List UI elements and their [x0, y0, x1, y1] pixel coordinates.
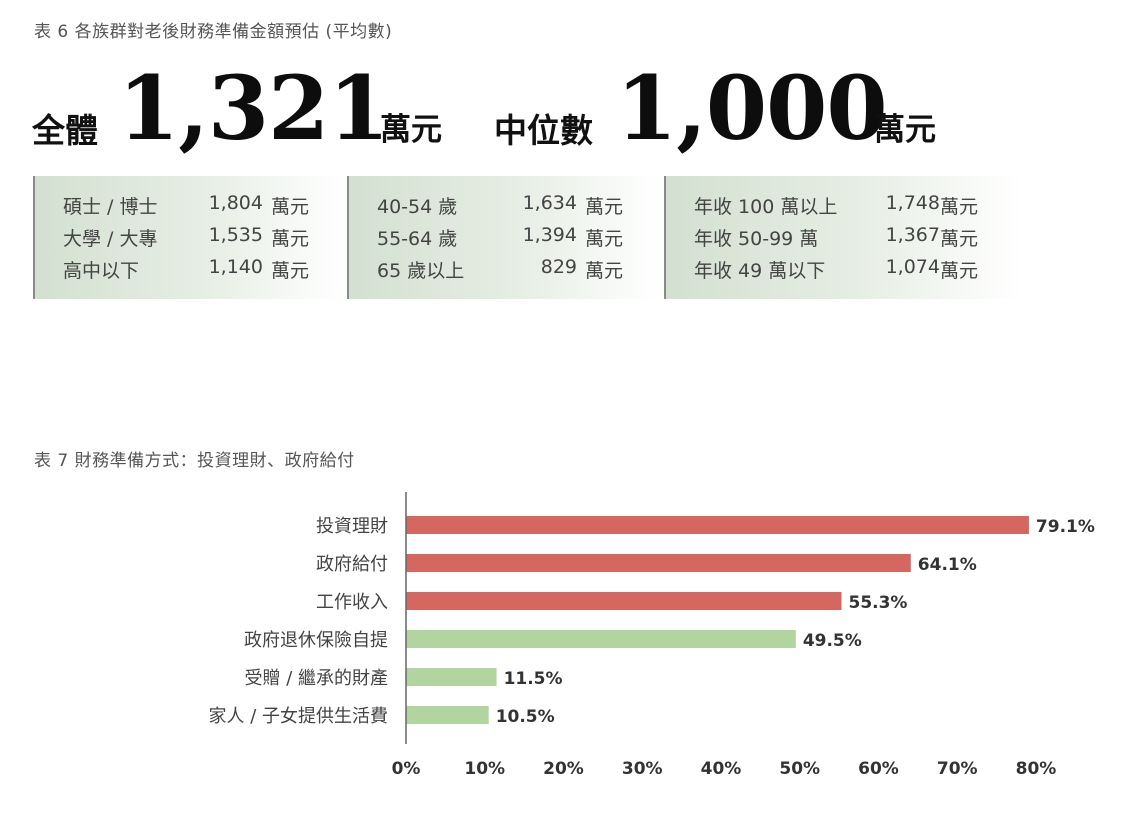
value-label: 79.1%	[1036, 517, 1095, 537]
row-unit: 萬元	[940, 228, 979, 250]
panel-row: 年收 100 萬以上 1,748 萬元	[666, 192, 1024, 224]
bar	[406, 592, 842, 610]
row-label: 65 歲以上	[377, 260, 465, 282]
bar	[406, 516, 1029, 534]
value-label: 11.5%	[504, 669, 563, 689]
bar	[406, 706, 489, 724]
value-label: 64.1%	[918, 555, 977, 575]
row-unit: 萬元	[271, 228, 310, 250]
row-unit: 萬元	[585, 228, 624, 250]
row-unit: 萬元	[271, 260, 310, 282]
value-label: 10.5%	[496, 707, 555, 727]
row-value: 1,074	[885, 256, 940, 278]
row-value: 829	[540, 256, 577, 278]
row-unit: 萬元	[585, 196, 624, 218]
row-label: 碩士 / 博士	[63, 196, 158, 218]
row-value: 1,140	[208, 256, 263, 278]
category-label: 工作收入	[316, 592, 388, 613]
row-label: 年收 49 萬以下	[694, 260, 826, 282]
bar	[406, 630, 796, 648]
row-unit: 萬元	[271, 196, 310, 218]
value-label: 49.5%	[803, 631, 862, 651]
overall-label: 全體	[32, 111, 98, 150]
summary-hero: 全體 1,321 萬元 中位數 1,000 萬元	[32, 56, 1032, 170]
table7-caption: 表 7 財務準備方式：投資理財、政府給付	[34, 451, 355, 471]
median-label: 中位數	[494, 111, 593, 150]
median-value: 1,000	[616, 56, 888, 160]
x-tick-label: 0%	[392, 759, 421, 779]
x-tick-label: 80%	[1016, 759, 1057, 779]
row-label: 年收 50-99 萬	[694, 228, 819, 250]
panel-row: 65 歲以上 829 萬元	[349, 256, 662, 288]
row-value: 1,394	[522, 224, 577, 246]
row-label: 40-54 歲	[377, 196, 458, 218]
panel-row: 55-64 歲 1,394 萬元	[349, 224, 662, 256]
x-tick-label: 10%	[464, 759, 505, 779]
row-value: 1,367	[885, 224, 940, 246]
value-label: 55.3%	[848, 593, 907, 613]
category-label: 受贈 / 繼承的財產	[244, 668, 388, 689]
category-label: 投資理財	[316, 516, 388, 537]
x-tick-label: 20%	[543, 759, 584, 779]
panel-row: 40-54 歲 1,634 萬元	[349, 192, 662, 224]
x-tick-label: 70%	[937, 759, 978, 779]
row-value: 1,804	[208, 192, 263, 214]
row-value: 1,535	[208, 224, 263, 246]
x-tick-label: 30%	[622, 759, 663, 779]
row-label: 55-64 歲	[377, 228, 458, 250]
x-tick-label: 60%	[858, 759, 899, 779]
overall-unit: 萬元	[380, 112, 442, 148]
bar	[406, 554, 911, 572]
table6-caption: 表 6 各族群對老後財務準備金額預估 (平均數)	[34, 22, 393, 42]
panel-age: 40-54 歲 1,634 萬元 55-64 歲 1,394 萬元 65 歲以上…	[347, 176, 662, 299]
row-unit: 萬元	[940, 260, 979, 282]
x-tick-label: 50%	[779, 759, 820, 779]
row-unit: 萬元	[940, 196, 979, 218]
panel-education: 碩士 / 博士 1,804 萬元 大學 / 大專 1,535 萬元 高中以下 1…	[33, 176, 345, 299]
bar	[406, 668, 497, 686]
row-value: 1,748	[885, 192, 940, 214]
row-label: 年收 100 萬以上	[694, 196, 838, 218]
category-label: 政府給付	[316, 554, 388, 575]
panel-row: 碩士 / 博士 1,804 萬元	[35, 192, 345, 224]
panel-row: 高中以下 1,140 萬元	[35, 256, 345, 288]
panel-row: 年收 49 萬以下 1,074 萬元	[666, 256, 1024, 288]
bar-chart: 投資理財 79.1% 政府給付 64.1% 工作收入 55.3% 政府退休保險自提 49.5%…	[208, 492, 1095, 779]
panel-income: 年收 100 萬以上 1,748 萬元 年收 50-99 萬 1,367 萬元 …	[664, 176, 1024, 299]
row-label: 大學 / 大專	[63, 228, 158, 250]
panel-row: 大學 / 大專 1,535 萬元	[35, 224, 345, 256]
row-unit: 萬元	[585, 260, 624, 282]
row-value: 1,634	[522, 192, 577, 214]
category-label: 家人 / 子女提供生活費	[208, 706, 388, 727]
overall-value: 1,321	[118, 56, 390, 160]
x-tick-label: 40%	[701, 759, 742, 779]
category-label: 政府退休保險自提	[244, 630, 388, 651]
median-unit: 萬元	[874, 112, 936, 148]
row-label: 高中以下	[63, 260, 140, 282]
panel-row: 年收 50-99 萬 1,367 萬元	[666, 224, 1024, 256]
